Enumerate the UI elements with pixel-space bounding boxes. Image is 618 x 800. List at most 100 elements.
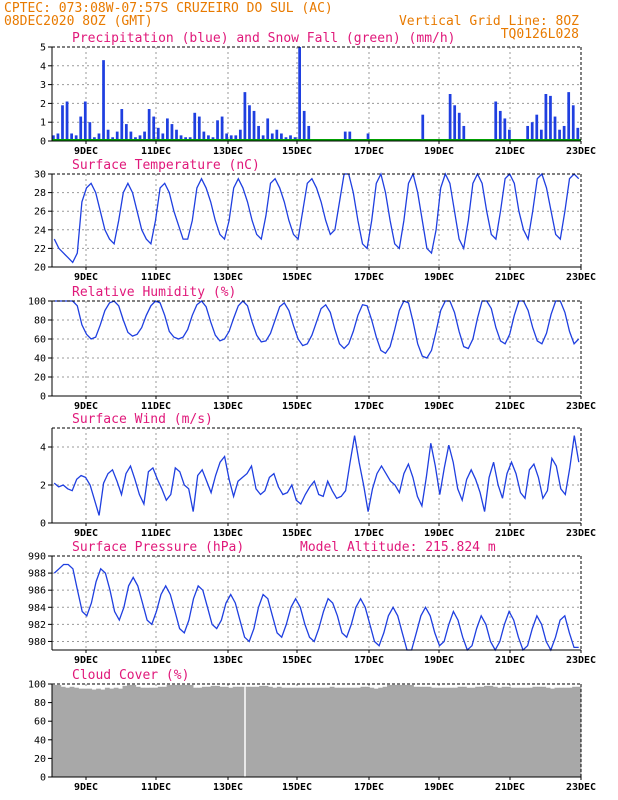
x-tick-label: 11DEC — [141, 272, 171, 283]
precip-bar — [97, 133, 101, 141]
precip-bar — [61, 105, 64, 141]
cloud-bar — [409, 684, 414, 777]
cloud-bar — [69, 686, 75, 777]
x-tick-label: 19DEC — [424, 401, 454, 412]
cloud-bar — [426, 686, 432, 777]
precip-bar — [498, 110, 502, 141]
x-tick-label: 23DEC — [566, 146, 596, 157]
cloud-bar — [96, 688, 101, 777]
cloud-bar — [144, 687, 150, 777]
cloud-bar — [550, 688, 555, 777]
precip-bar — [448, 94, 452, 141]
series-line — [54, 300, 580, 359]
y-tick-label: 1 — [40, 118, 46, 129]
x-tick-label: 17DEC — [354, 782, 384, 793]
cloud-bar — [413, 686, 419, 777]
cloud-bar — [175, 684, 181, 777]
precip-bar — [124, 124, 128, 141]
x-tick-label: 19DEC — [424, 146, 454, 157]
cloud-bar — [268, 686, 273, 777]
precip-bar — [457, 112, 461, 141]
precip-bar — [558, 129, 561, 141]
cloud-bar — [197, 687, 203, 777]
cloud-bar — [201, 686, 207, 777]
y-tick-label: 0 — [40, 392, 46, 403]
precip-bar — [106, 129, 110, 141]
cloud-bar — [193, 687, 198, 777]
precip-bar — [261, 135, 265, 141]
cloud-bar — [338, 687, 344, 777]
cloud-bar — [439, 687, 445, 777]
cloud-bar — [215, 685, 220, 777]
panel-1: Surface Temperature (nC) 20 22 24 26 28 30 9DEC… — [34, 158, 596, 283]
cloud-bar — [461, 686, 467, 777]
cloud-bar — [382, 686, 388, 777]
x-tick-label: 23DEC — [566, 272, 596, 283]
cloud-bar — [497, 687, 503, 777]
cloud-bar — [342, 687, 348, 777]
y-tick-label: 984 — [28, 603, 46, 614]
cloud-bar — [206, 686, 212, 777]
x-tick-label: 13DEC — [213, 146, 243, 157]
series-line — [53, 563, 579, 652]
precip-bar — [170, 124, 174, 141]
precip-bar — [52, 135, 55, 141]
cloud-bar — [431, 687, 436, 777]
x-tick-label: 9DEC — [74, 146, 98, 157]
precip-bar — [508, 129, 511, 141]
x-tick-label: 9DEC — [74, 528, 98, 539]
precip-bar — [421, 114, 425, 141]
y-tick-label: 26 — [34, 207, 46, 218]
x-tick-label: 13DEC — [213, 782, 243, 793]
precip-bar — [166, 118, 169, 141]
cloud-bar — [545, 687, 551, 777]
cloud-bar — [532, 686, 538, 777]
x-tick-label: 15DEC — [282, 401, 312, 412]
cloud-bar — [166, 684, 172, 777]
precip-bar — [248, 105, 251, 141]
cloud-bar — [148, 687, 154, 777]
cloud-bar — [470, 687, 476, 777]
precip-bar — [238, 129, 242, 141]
y-tick-label: 20 — [34, 263, 46, 274]
precip-bar — [129, 131, 133, 141]
precip-bar — [156, 127, 160, 141]
panel-0: Precipitation (blue) and Snow Fall (gree… — [40, 31, 596, 157]
cloud-bar — [241, 686, 247, 777]
precip-bar — [225, 133, 229, 141]
precip-bar — [553, 116, 557, 141]
cloud-bar — [118, 688, 123, 777]
cloud-bar — [254, 686, 260, 777]
cloud-bar — [444, 687, 450, 777]
x-tick-label: 17DEC — [354, 401, 384, 412]
cloud-bar — [290, 687, 295, 777]
cloud-bar — [312, 687, 317, 777]
precip-bar — [115, 131, 119, 141]
cloud-bar — [541, 686, 547, 777]
y-tick-label: 80 — [34, 698, 46, 709]
x-tick-label: 15DEC — [282, 528, 312, 539]
cloud-bar — [466, 687, 472, 777]
y-tick-label: 0 — [40, 773, 46, 784]
panel-annotation: Model Altitude: 215.824 m — [300, 540, 496, 555]
header-date: 08DEC2020 8OZ (GMT) — [4, 14, 153, 29]
y-tick-label: 5 — [40, 43, 46, 54]
cloud-bar — [448, 687, 454, 777]
precip-bar — [175, 129, 178, 141]
cloud-bar — [369, 687, 375, 777]
panel-3: Surface Wind (m/s) 0 2 4 9DEC 11DEC 13DEC 15DEC… — [40, 412, 596, 539]
x-tick-label: 13DEC — [213, 272, 243, 283]
precip-bar — [83, 101, 87, 141]
precip-bar — [220, 116, 224, 141]
y-tick-label: 3 — [40, 80, 46, 91]
precip-bar — [343, 131, 347, 141]
cloud-bar — [510, 687, 516, 777]
precip-bar — [56, 133, 60, 141]
y-tick-label: 982 — [28, 620, 46, 631]
y-tick-label: 80 — [34, 316, 46, 327]
precip-bar — [202, 131, 206, 141]
precip-bar — [302, 110, 306, 141]
cloud-bar — [276, 686, 282, 777]
precip-bar — [179, 135, 183, 141]
cloud-bar — [519, 687, 525, 777]
